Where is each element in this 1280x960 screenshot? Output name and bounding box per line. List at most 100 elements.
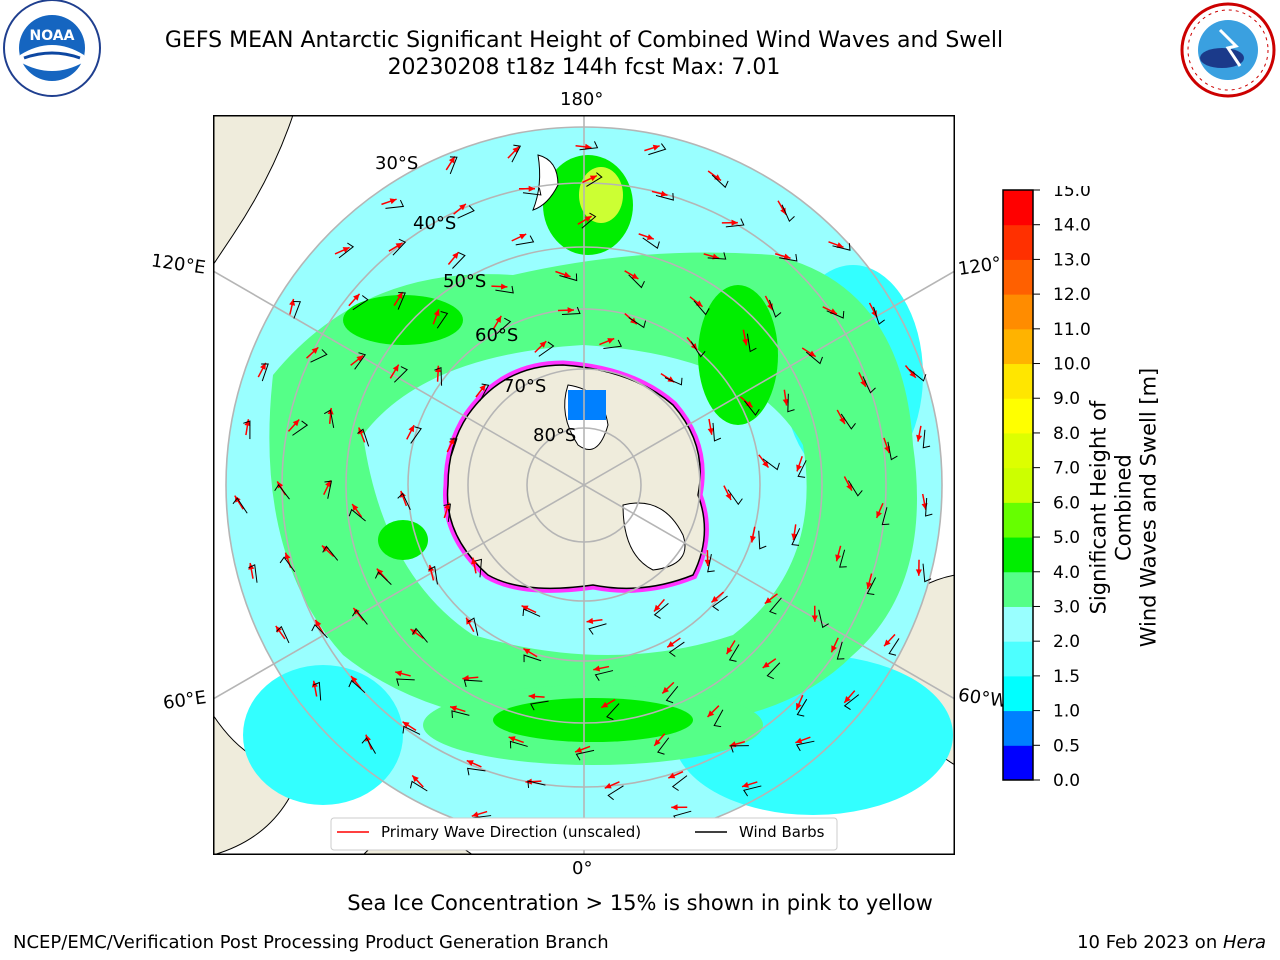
wave-arrow-head [811,615,818,622]
wind-barb [348,679,366,694]
sea-ice-blue-patch [568,390,606,420]
map-frame [213,115,955,855]
colorbar-tick-label: 0.5 [1053,736,1080,756]
wind-barb [322,545,339,561]
wave-arrow-head [325,480,331,488]
graticule [213,115,955,855]
wind-barb [397,291,406,310]
noaa-logo-text: NOAA [30,28,75,44]
wind-barb [324,409,335,428]
wind-barb [232,497,248,514]
wave-arrow-head [448,156,455,164]
wind-barb [509,740,528,749]
wave-arrow-head [866,582,873,589]
wave-arrow-head [408,425,415,433]
colorbar-segment [1003,710,1033,746]
colorbar-tick-label: 15.0 [1053,186,1091,201]
wind-barb [243,420,251,440]
wind-barb [275,625,290,644]
wind-barb [746,333,757,353]
colorbar-segment [1003,190,1033,226]
wave-arrow-head [389,198,397,205]
wind-barb [832,243,851,251]
legend-wind-barbs: Wind Barbs [739,823,825,841]
wave-arrow-head [631,273,639,279]
wind-barb [707,252,727,260]
wind-barb [843,694,860,710]
colorbar-segment [1003,363,1033,399]
wind-barb [452,252,466,269]
wind-barb [310,349,328,363]
wave-arrow-head [292,419,300,427]
wave-arrow-head [356,355,364,362]
wave-arrow-head [782,398,789,406]
wave-strong-4 [378,520,428,560]
wind-barb [561,306,581,316]
wave-arrow-head [459,203,466,211]
wind-barb [467,617,479,636]
wind-barb [559,273,578,282]
wind-barb [515,235,535,246]
wind-barb [575,749,595,761]
colorbar-segment [1003,328,1033,365]
lon-label-120e: 120°E [149,250,207,279]
wind-barb [888,638,900,656]
wave-arrow-head [671,804,678,811]
lat-label-80s: 80°S [533,425,576,446]
wave-arrow-head [471,557,478,565]
wave-arrow-head [884,446,890,453]
wind-barb [787,393,795,413]
wave-arrow-head [884,639,891,647]
wave-peak-yellow [579,167,623,223]
wind-barb [397,492,411,511]
lat-label-40s: 40°S [413,213,456,234]
wave-arrow-head [412,775,419,783]
colorbar-tick-label: 1.0 [1053,702,1080,722]
wave-arrow-head [396,292,403,299]
colorbar-tick-label: 9.0 [1053,389,1080,409]
wave-arrow-head [749,535,756,543]
wind-barb [796,698,808,717]
wind-barb [628,317,647,329]
wind-barb [361,737,376,754]
wind-barb [538,341,555,357]
wind-barb [392,238,407,256]
vector-field [232,141,933,841]
lat-label-60s: 60°S [475,325,518,346]
wave-arrow-head [586,617,594,624]
wave-arrow-head [471,811,479,818]
colorbar-segment [1003,259,1033,295]
wind-barb [668,641,685,657]
wave-arrow-head [652,144,660,151]
machine-name: Hera [1222,932,1266,953]
wave-arrow-head [433,309,440,317]
wind-barb [836,641,845,660]
wind-barb [393,366,408,383]
wave-arrow-head [452,252,459,259]
wave-arrow-head [844,695,851,703]
wave-arrow-head [916,434,923,442]
wind-barb [795,740,815,752]
wind-barb [457,205,475,219]
wind-barb [311,623,328,639]
wind-barb [887,441,898,461]
wind-barb [279,556,296,573]
wind-barb [410,426,422,444]
wave-arrow-head [402,721,410,728]
wave-arrow-head [539,341,547,348]
polar-map: 30°S 40°S 50°S 60°S 70°S 80°S Primary Wa… [213,115,955,855]
wind-barb [840,413,856,430]
wind-barb [690,341,706,358]
colorbar-segment [1003,641,1033,677]
wind-barb [261,363,269,382]
wave-arrow-head [479,384,486,392]
wave-arrow-head [311,347,319,354]
wave-arrow-head [601,701,609,708]
colorbar-segment [1003,432,1033,469]
wind-barb [496,317,512,334]
wind-barb [527,780,546,789]
wind-barb [354,352,367,370]
wind-barb [628,274,645,289]
credit-line: NCEP/EMC/Verification Post Processing Pr… [13,932,609,953]
colorbar-tick-label: 8.0 [1053,424,1080,444]
